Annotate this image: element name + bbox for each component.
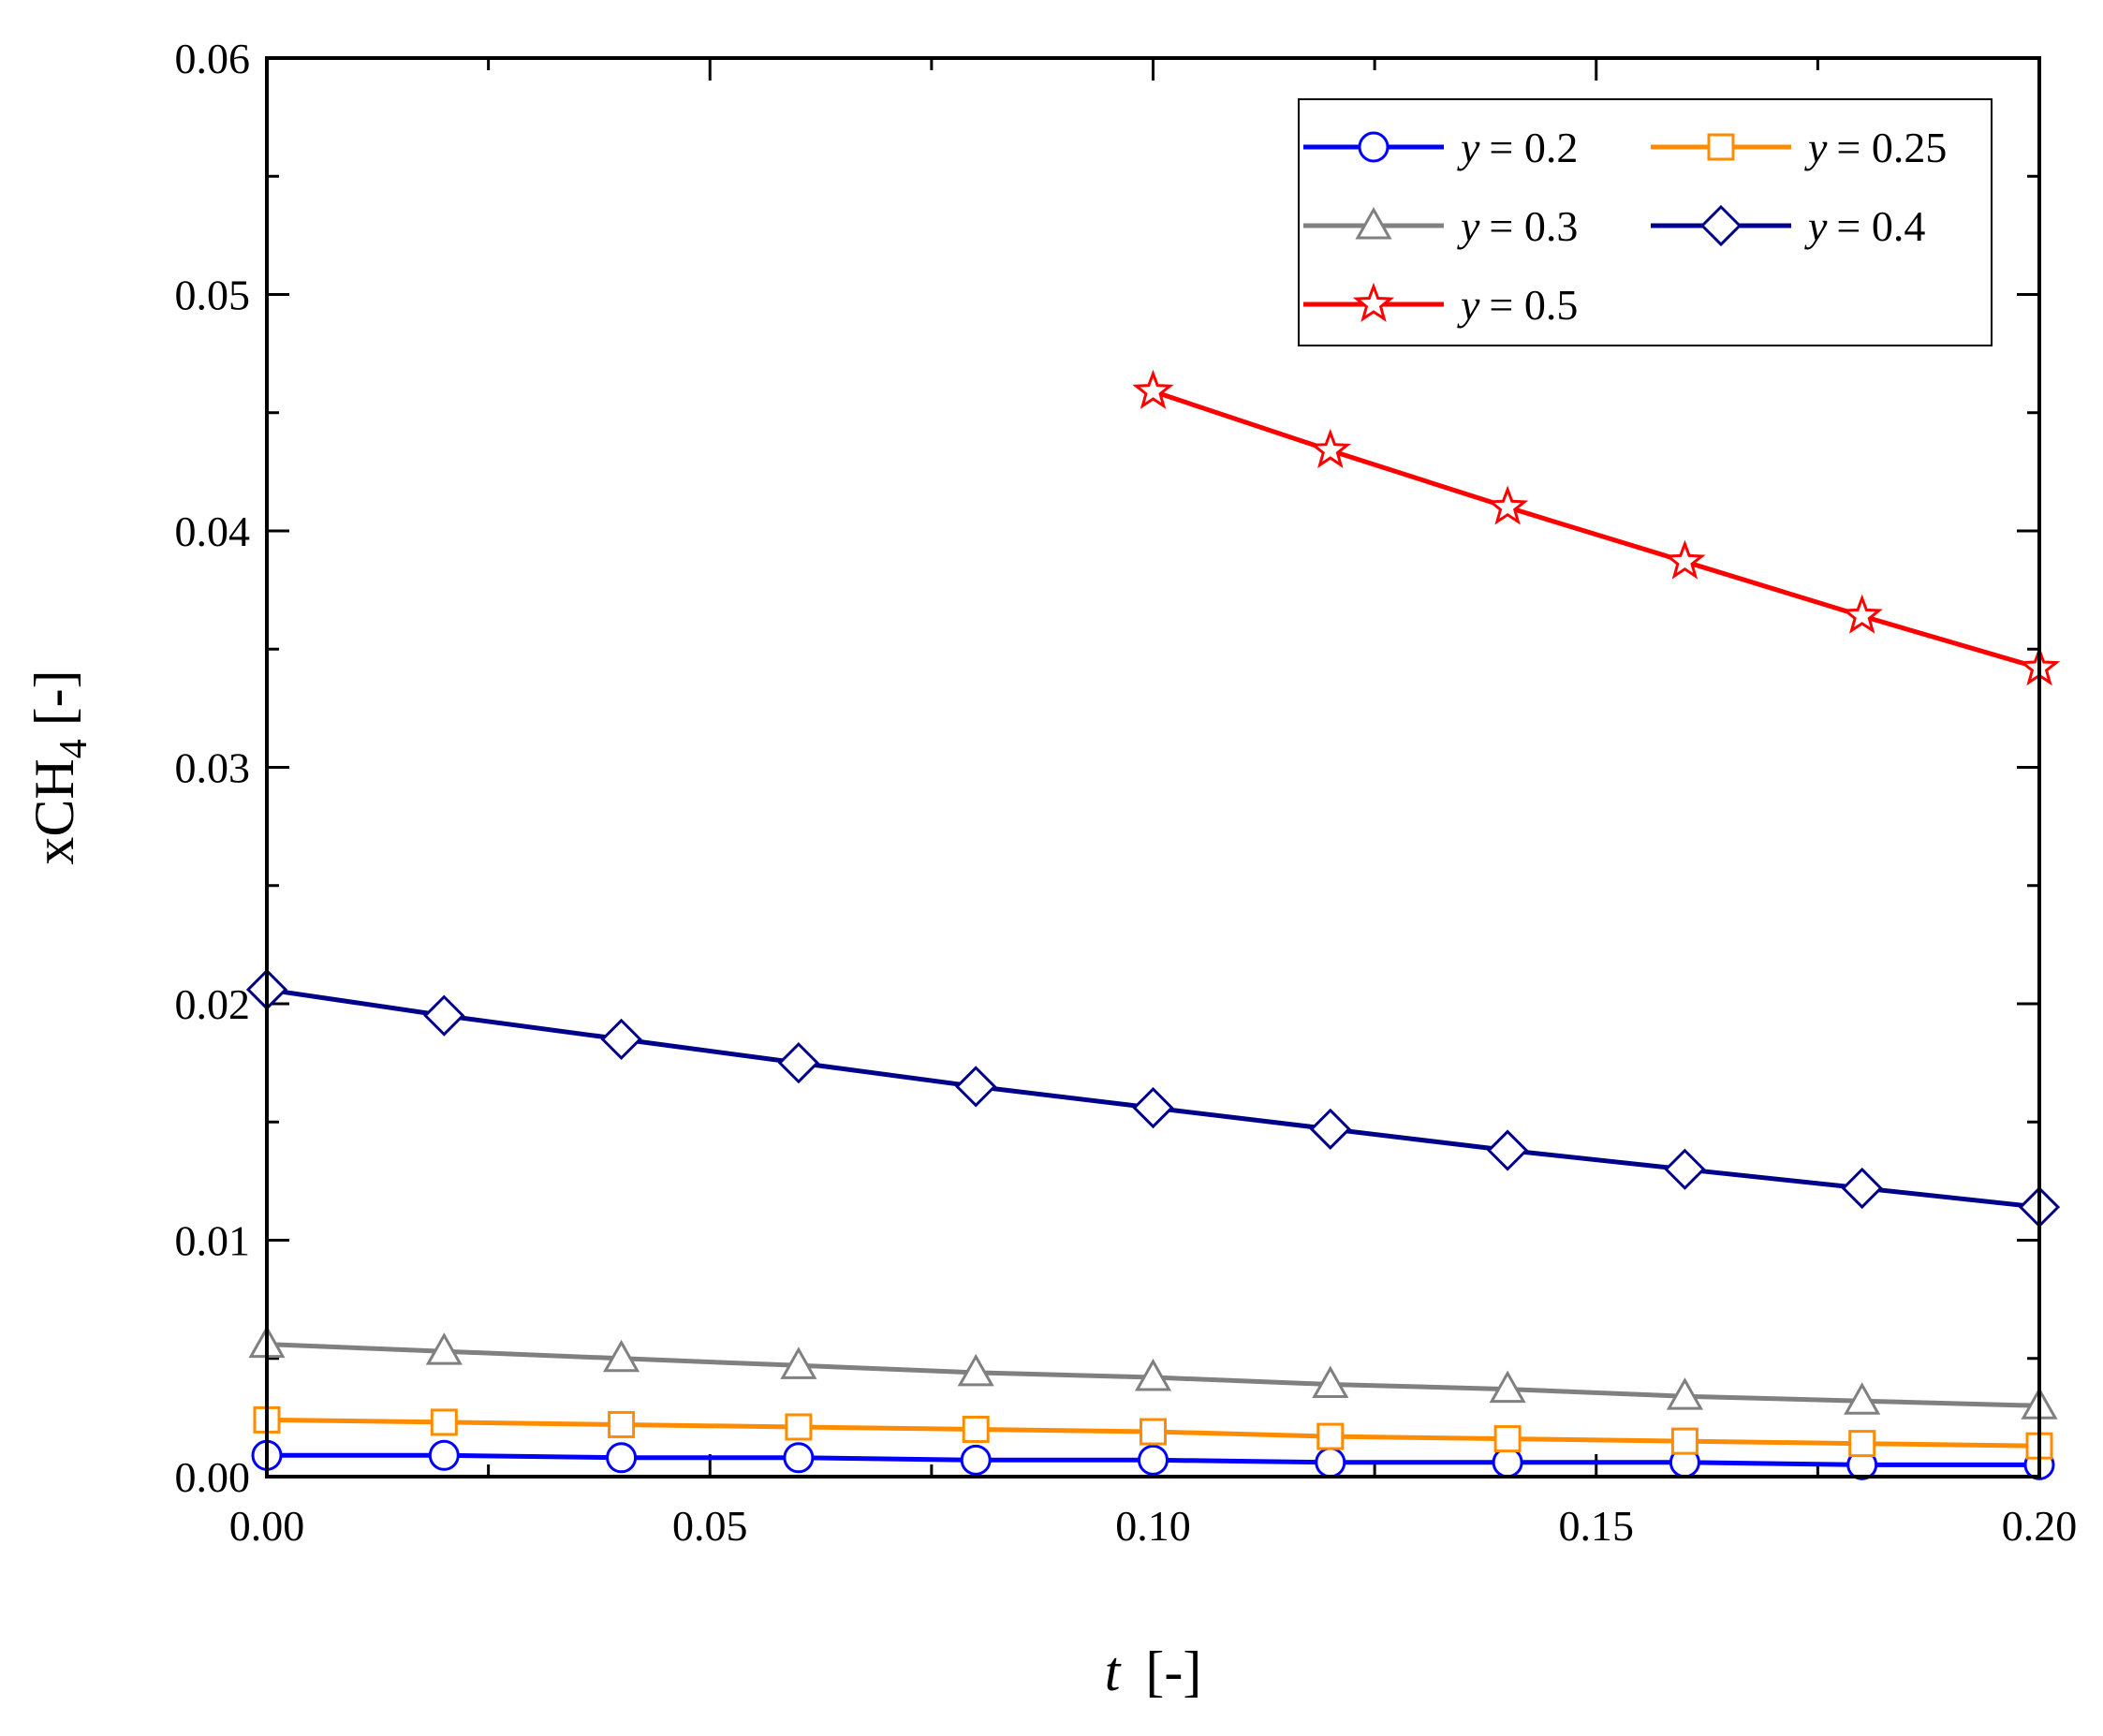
x-tick-label: 0.20 [2002, 1502, 2078, 1550]
y-tick-label: 0.04 [175, 508, 251, 555]
data-point [1309, 1108, 1351, 1150]
series-diamond [245, 968, 2061, 1228]
data-point [1486, 485, 1529, 525]
y-tick-label: 0.00 [175, 1453, 251, 1501]
series-triangle [248, 1325, 2058, 1420]
data-point [1138, 1444, 1169, 1476]
y-tick-label: 0.06 [175, 35, 251, 82]
data-point [1841, 1167, 1883, 1210]
data-point [1844, 1382, 1881, 1415]
legend-label-var: y [1804, 202, 1828, 250]
data-point [777, 1042, 820, 1084]
legend-entry: y = 0.4 [1651, 202, 1925, 250]
data-point [1140, 1418, 1167, 1446]
legend-label-value: = 0.3 [1489, 202, 1578, 250]
legend-label-value: = 0.2 [1489, 124, 1578, 171]
data-point [1132, 1086, 1174, 1129]
series-layer [245, 369, 2061, 1480]
legend-marker [1707, 133, 1735, 161]
data-point [1134, 1358, 1172, 1391]
plot-frame [265, 56, 2041, 1479]
legend-entry: y = 0.3 [1303, 202, 1578, 250]
legend-label: y = 0.25 [1804, 124, 1947, 171]
y-axis-title: xCH4 [-] [23, 669, 96, 864]
legend-label-var: y [1457, 124, 1480, 171]
data-point [430, 1408, 458, 1436]
legend: y = 0.2 y = 0.25y = 0.3 y = 0.4y = 0.5 [1298, 98, 1993, 346]
legend-entry: y = 0.2 [1303, 124, 1578, 171]
legend-marker [1358, 131, 1390, 163]
y-tick-label: 0.05 [175, 272, 251, 319]
legend-entry: y = 0.5 [1303, 281, 1578, 329]
data-point [1309, 428, 1351, 468]
legend-label: y = 0.3 [1457, 202, 1578, 250]
data-point [425, 1332, 463, 1365]
legend-marker [1355, 206, 1392, 240]
data-point [957, 1353, 994, 1387]
x-tick-label: 0.00 [229, 1502, 305, 1550]
legend-entry: y = 0.25 [1651, 124, 1947, 171]
data-point [785, 1413, 813, 1441]
data-point [1664, 1148, 1706, 1190]
data-point [1670, 1427, 1699, 1455]
data-point [1316, 1422, 1345, 1450]
legend-marker [1699, 204, 1743, 247]
data-point [1312, 1365, 1349, 1399]
legend-label-value: = 0.4 [1836, 202, 1925, 250]
data-point [1489, 1370, 1526, 1404]
x-tick-label: 0.15 [1559, 1502, 1635, 1550]
legend-label-var: y [1457, 281, 1480, 329]
y-axis-title-sub: 4 [52, 739, 96, 758]
x-axis-title-var: t [1105, 1640, 1122, 1702]
y-tick-label: 0.03 [175, 744, 251, 792]
data-point [1486, 1129, 1529, 1171]
legend-label-var: y [1804, 124, 1828, 171]
legend-label: y = 0.5 [1457, 281, 1578, 329]
data-point [1664, 539, 1706, 580]
legend-label-value: = 0.5 [1489, 281, 1578, 329]
data-point [1848, 1430, 1876, 1458]
series-line [1152, 389, 2040, 670]
data-point [955, 1066, 997, 1108]
x-axis-title-unit: [-] [1145, 1640, 1201, 1702]
data-point [423, 994, 465, 1037]
data-point [960, 1444, 992, 1476]
data-point [962, 1416, 990, 1443]
data-point [1666, 1377, 1703, 1410]
y-tick-label: 0.01 [175, 1217, 251, 1265]
data-point [608, 1410, 636, 1438]
data-point [603, 1339, 640, 1373]
data-point [428, 1439, 460, 1471]
legend-label-var: y [1457, 202, 1480, 250]
data-point [1492, 1447, 1523, 1479]
legend-marker [1352, 282, 1395, 322]
data-point [783, 1442, 815, 1474]
data-point [780, 1346, 817, 1379]
y-tick-label: 0.02 [175, 980, 251, 1028]
data-point [606, 1442, 638, 1474]
x-tick-label: 0.10 [1115, 1502, 1191, 1550]
x-axis-title: t [-] [1105, 1640, 1202, 1702]
data-point [1493, 1425, 1522, 1453]
data-point [1315, 1447, 1346, 1479]
data-point [1841, 594, 1883, 634]
x-tick-label: 0.05 [672, 1502, 748, 1550]
data-point [1132, 369, 1174, 409]
legend-label-value: = 0.25 [1836, 124, 1947, 171]
data-point [600, 1018, 642, 1060]
y-axis-title-unit: [-] [23, 669, 85, 726]
legend-label: y = 0.2 [1457, 124, 1578, 171]
legend-label: y = 0.4 [1804, 202, 1925, 250]
y-axis-title-main: xCH [23, 758, 85, 864]
tick-labels: 0.00 0.05 0.10 0.15 0.20 0.00 0.01 0.02 0.03 0.04… [175, 35, 2078, 1550]
